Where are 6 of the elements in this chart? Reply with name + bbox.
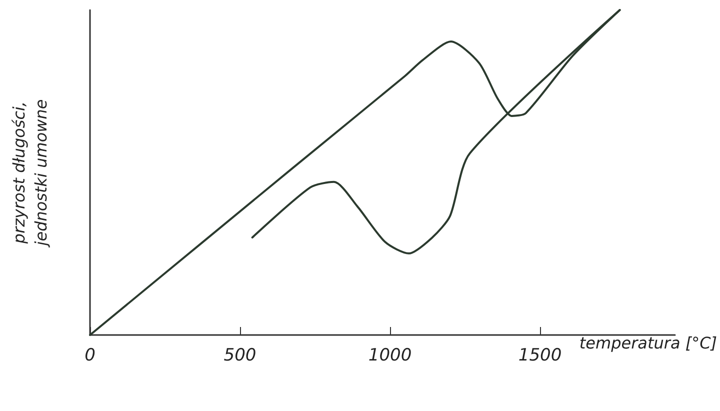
y-axis-title: przyrost długości, jednostki umowne [10,99,50,248]
x-tick-label: 0 [84,346,96,366]
x-axis-title: temperatura [°C] [579,334,717,352]
x-tick-label: 1500 [518,346,562,366]
x-tick-label: 500 [224,346,256,366]
x-tick-label: 1000 [368,346,412,366]
